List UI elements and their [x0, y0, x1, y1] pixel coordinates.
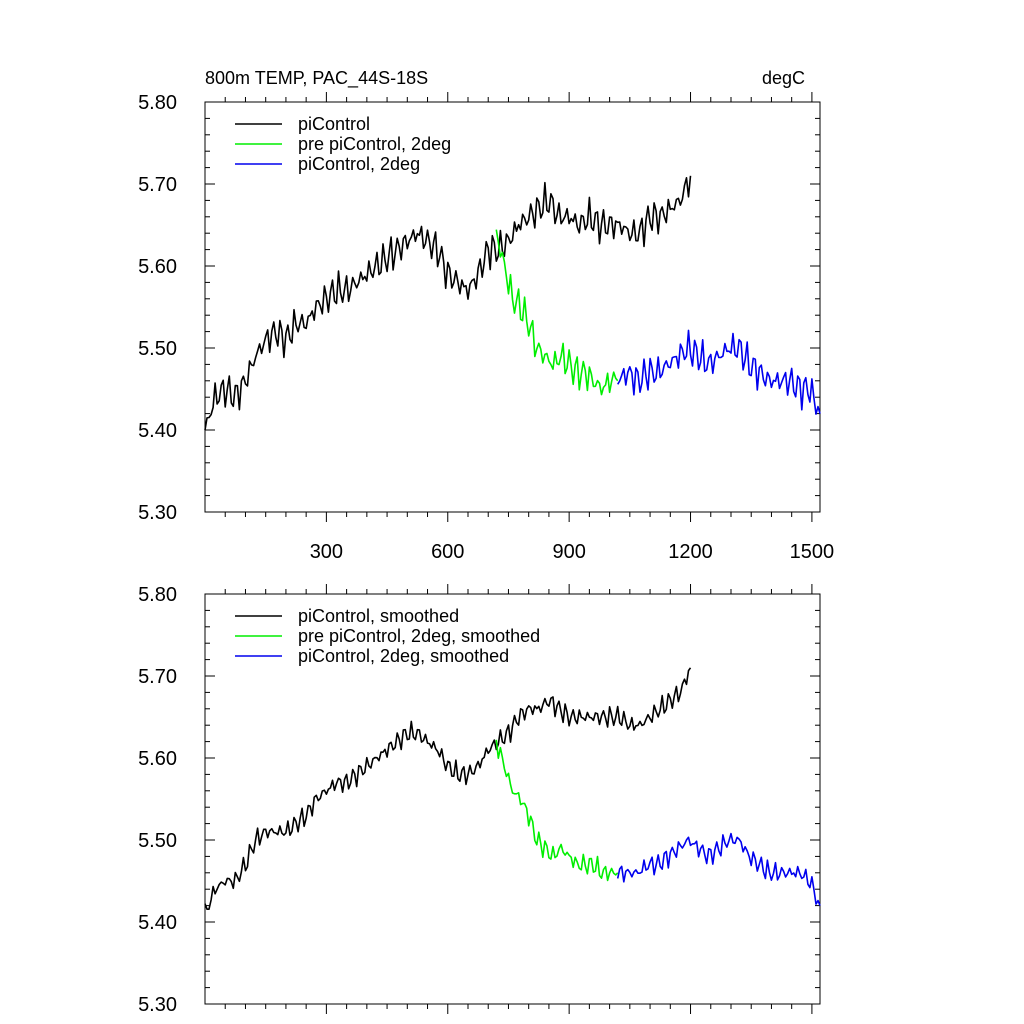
plot-frame: [204, 593, 821, 1005]
y-tick-label: 5.70: [138, 174, 177, 196]
raw-panel: 5.30 5.40 5.50 5.60 5.70 5.80 300 600 900 1200 150…: [138, 92, 834, 563]
smoothed-panel: 5.30 5.40 5.50 5.60 5.70 5.80 piControl, smoot…: [138, 584, 821, 1016]
series-line: [204, 175, 692, 431]
y-tick-label: 5.30: [138, 994, 177, 1016]
y-tick-label: 5.30: [138, 502, 177, 524]
y-tick-label: 5.40: [138, 912, 177, 934]
y-tick-label: 5.50: [138, 830, 177, 852]
series-line: [495, 739, 619, 882]
y-tick-label: 5.80: [138, 584, 177, 606]
x-tick-label: 900: [552, 541, 585, 563]
x-tick-label: 1500: [790, 541, 835, 563]
y-tick-label: 5.60: [138, 256, 177, 278]
y-tick-label: 5.60: [138, 748, 177, 770]
series-line: [616, 832, 821, 906]
units-label: degC: [762, 68, 805, 88]
y-tick-label: 5.70: [138, 666, 177, 688]
legend-label: pre piControl, 2deg: [298, 134, 451, 154]
legend-label: piControl: [298, 114, 370, 134]
legend-label: pre piControl, 2deg, smoothed: [298, 626, 540, 646]
series-line: [204, 667, 692, 910]
y-tick-label: 5.50: [138, 338, 177, 360]
legend-label: piControl, smoothed: [298, 606, 459, 626]
legend-label: piControl, 2deg, smoothed: [298, 646, 509, 666]
x-tick-label: 600: [431, 541, 464, 563]
y-tick-label: 5.80: [138, 92, 177, 114]
x-tick-label: 1200: [668, 541, 713, 563]
x-tick-label: 300: [310, 541, 343, 563]
y-tick-label: 5.40: [138, 420, 177, 442]
chart-title: 800m TEMP, PAC_44S-18S: [205, 68, 428, 89]
legend-label: piControl, 2deg: [298, 154, 420, 174]
series-line: [617, 329, 821, 415]
series-line: [495, 229, 619, 396]
plot-frame: [204, 101, 821, 513]
